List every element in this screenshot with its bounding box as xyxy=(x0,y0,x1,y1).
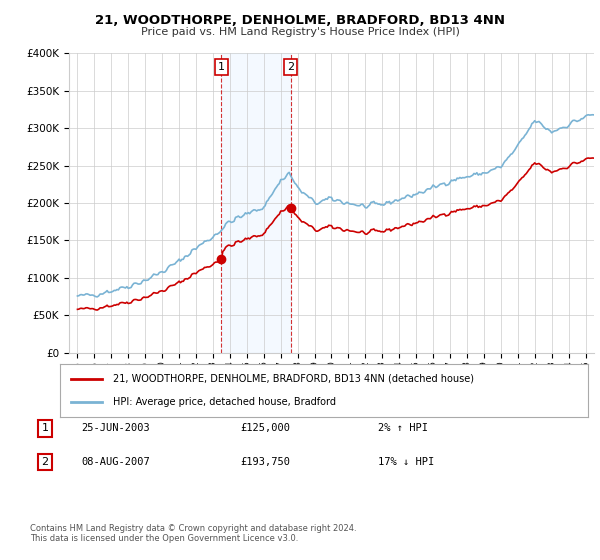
Text: 2: 2 xyxy=(287,62,294,72)
Text: 21, WOODTHORPE, DENHOLME, BRADFORD, BD13 4NN: 21, WOODTHORPE, DENHOLME, BRADFORD, BD13… xyxy=(95,14,505,27)
Text: 2% ↑ HPI: 2% ↑ HPI xyxy=(378,423,428,433)
Text: 1: 1 xyxy=(218,62,225,72)
Text: 1: 1 xyxy=(41,423,49,433)
Text: HPI: Average price, detached house, Bradford: HPI: Average price, detached house, Brad… xyxy=(113,397,336,407)
Bar xyxy=(221,53,290,353)
Text: Contains HM Land Registry data © Crown copyright and database right 2024.
This d: Contains HM Land Registry data © Crown c… xyxy=(30,524,356,543)
Text: 17% ↓ HPI: 17% ↓ HPI xyxy=(378,457,434,467)
Text: £193,750: £193,750 xyxy=(240,457,290,467)
Text: 08-AUG-2007: 08-AUG-2007 xyxy=(81,457,150,467)
Text: 21, WOODTHORPE, DENHOLME, BRADFORD, BD13 4NN (detached house): 21, WOODTHORPE, DENHOLME, BRADFORD, BD13… xyxy=(113,374,474,384)
Text: 2: 2 xyxy=(41,457,49,467)
Text: £125,000: £125,000 xyxy=(240,423,290,433)
Text: 25-JUN-2003: 25-JUN-2003 xyxy=(81,423,150,433)
Text: Price paid vs. HM Land Registry's House Price Index (HPI): Price paid vs. HM Land Registry's House … xyxy=(140,27,460,37)
